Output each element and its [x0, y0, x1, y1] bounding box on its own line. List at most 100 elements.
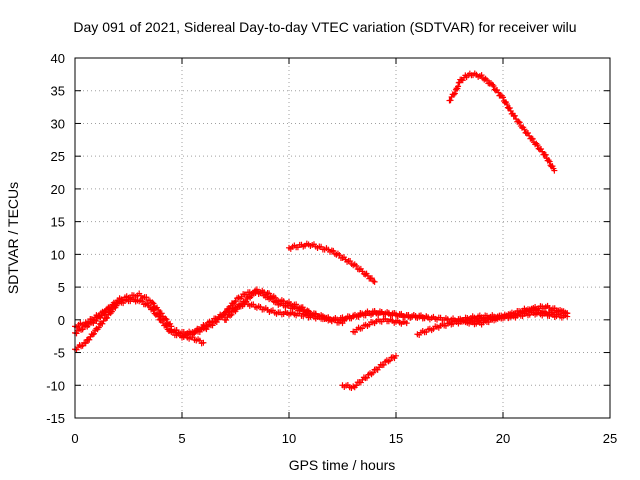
data-point: [245, 293, 252, 300]
series-track-10: [350, 315, 410, 336]
data-point: [162, 315, 169, 322]
y-tick-label: 15: [51, 215, 65, 230]
data-point: [227, 312, 234, 319]
y-tick-label: 35: [51, 84, 65, 99]
data-point: [368, 275, 375, 282]
data-point: [447, 97, 454, 104]
data-point: [233, 306, 240, 313]
data-point: [503, 101, 510, 108]
data-point: [403, 320, 410, 327]
data-point: [353, 262, 360, 269]
data-point: [104, 314, 111, 321]
grid: [75, 58, 610, 418]
data-point: [114, 300, 121, 307]
data-point: [524, 129, 531, 136]
data-point: [521, 126, 528, 133]
data-point: [79, 342, 86, 349]
data-point: [82, 340, 89, 347]
data-point: [223, 316, 230, 323]
data-point: [86, 336, 93, 343]
data-point: [450, 91, 457, 98]
data-point: [330, 247, 337, 254]
data-point: [511, 112, 518, 119]
data-point: [451, 90, 458, 97]
series-track-13: [446, 70, 558, 174]
data-point: [490, 82, 497, 89]
x-axis-title: GPS time / hours: [289, 457, 396, 473]
data-point: [516, 119, 523, 126]
data-series: [72, 70, 571, 392]
series-track-3: [72, 300, 121, 331]
data-point: [551, 167, 558, 174]
x-tick-label: 0: [71, 431, 78, 446]
series-track-4: [168, 287, 346, 338]
y-tick-label: -10: [46, 378, 65, 393]
series-track-2: [72, 290, 175, 337]
data-point: [371, 278, 378, 285]
data-point: [362, 271, 369, 278]
data-point: [370, 278, 377, 285]
data-point: [539, 148, 546, 155]
data-point: [545, 157, 552, 164]
data-point: [363, 374, 370, 381]
data-point: [353, 382, 360, 389]
data-point: [95, 324, 102, 331]
y-tick-label: -15: [46, 411, 65, 426]
series-track-12: [457, 305, 571, 328]
data-point: [150, 300, 157, 307]
x-tick-label: 20: [496, 431, 510, 446]
data-point: [515, 118, 522, 125]
y-tick-label: 10: [51, 247, 65, 262]
data-point: [200, 339, 207, 346]
y-axis-title: SDTVAR / TECUs: [5, 182, 21, 294]
data-point: [237, 303, 244, 310]
data-point: [149, 299, 156, 306]
data-point: [99, 320, 106, 327]
data-point: [486, 80, 493, 87]
data-point: [542, 151, 549, 158]
data-point: [455, 83, 462, 90]
data-point: [564, 310, 571, 317]
x-tick-label: 10: [282, 431, 296, 446]
y-tick-label: 20: [51, 182, 65, 197]
data-point: [478, 72, 485, 79]
data-point: [546, 158, 553, 165]
data-point: [495, 89, 502, 96]
data-point: [163, 316, 170, 323]
y-tick-label: 5: [58, 280, 65, 295]
data-point: [93, 318, 100, 325]
data-point: [489, 81, 496, 88]
data-point: [529, 135, 536, 142]
data-point: [386, 357, 393, 364]
data-point: [370, 369, 377, 376]
data-point: [158, 310, 165, 317]
y-tick-label: 30: [51, 116, 65, 131]
x-tick-label: 25: [603, 431, 617, 446]
data-point: [506, 105, 513, 112]
ticks: 0 5 10 15 20 25 -15 -10 -5 0 5 10 15 20 25 30 35 40: [46, 51, 617, 446]
data-point: [248, 293, 255, 300]
data-point: [243, 298, 250, 305]
series-track-7: [286, 240, 378, 285]
y-tick-label: 40: [51, 51, 65, 66]
y-tick-label: 0: [58, 313, 65, 328]
plot-frame: [74, 57, 611, 419]
data-point: [483, 77, 490, 84]
data-point: [91, 330, 98, 337]
series-track-8: [339, 352, 399, 392]
data-point: [380, 361, 387, 368]
data-point: [155, 306, 162, 313]
data-point: [252, 289, 259, 296]
y-tick-label: -5: [53, 346, 65, 361]
data-point: [89, 331, 96, 338]
data-point: [500, 94, 506, 101]
data-point: [534, 142, 541, 149]
data-point: [228, 311, 235, 318]
data-point: [393, 352, 399, 359]
x-tick-label: 5: [178, 431, 185, 446]
data-point: [231, 307, 238, 314]
x-tick-label: 15: [389, 431, 403, 446]
y-tick-label: 25: [51, 149, 65, 164]
chart-title: Day 091 of 2021, Sidereal Day-to-day VTE…: [73, 19, 576, 35]
